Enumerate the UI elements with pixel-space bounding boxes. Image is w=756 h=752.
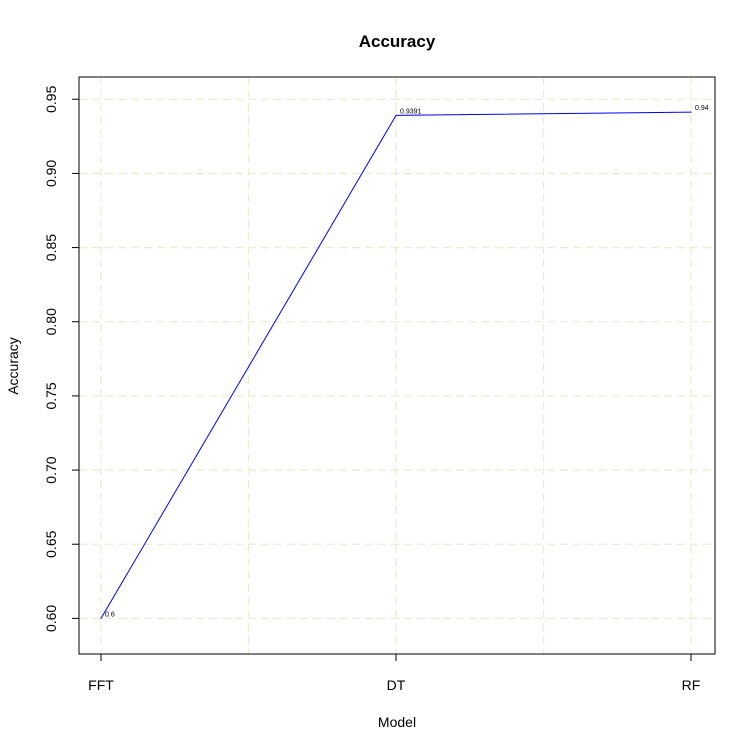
y-tick-label: 0.80 bbox=[43, 308, 59, 335]
y-axis-title: Accuracy bbox=[5, 337, 21, 395]
x-tick-label-rf: RF bbox=[682, 677, 701, 693]
plot-frame bbox=[78, 76, 716, 655]
data-labels: 0.6 0.9391 0.94 bbox=[105, 105, 709, 618]
data-point bbox=[690, 111, 692, 113]
data-label: 0.94 bbox=[695, 105, 709, 112]
y-tick-label: 0.90 bbox=[43, 160, 59, 187]
data-label: 0.9391 bbox=[400, 108, 422, 115]
x-tick-label-fft: FFT bbox=[88, 677, 114, 693]
data-label: 0.6 bbox=[105, 611, 115, 618]
y-tick-label: 0.65 bbox=[43, 530, 59, 557]
y-tick-label: 0.95 bbox=[43, 85, 59, 112]
y-tick-label: 0.60 bbox=[43, 605, 59, 632]
grid bbox=[79, 77, 715, 654]
data-point bbox=[100, 617, 102, 620]
y-tick-label: 0.85 bbox=[43, 234, 59, 261]
x-axis: FFT DT RF bbox=[88, 654, 700, 693]
y-axis: 0.60 0.65 0.70 0.75 0.80 0.85 0.90 0.95 bbox=[43, 85, 79, 632]
chart-title: Accuracy bbox=[359, 32, 436, 51]
data-point bbox=[395, 114, 397, 117]
y-tick-label: 0.70 bbox=[43, 456, 59, 483]
y-tick-label: 0.75 bbox=[43, 382, 59, 409]
x-tick-label-dt: DT bbox=[387, 677, 406, 693]
series bbox=[100, 111, 692, 620]
x-axis-title: Model bbox=[378, 714, 416, 730]
